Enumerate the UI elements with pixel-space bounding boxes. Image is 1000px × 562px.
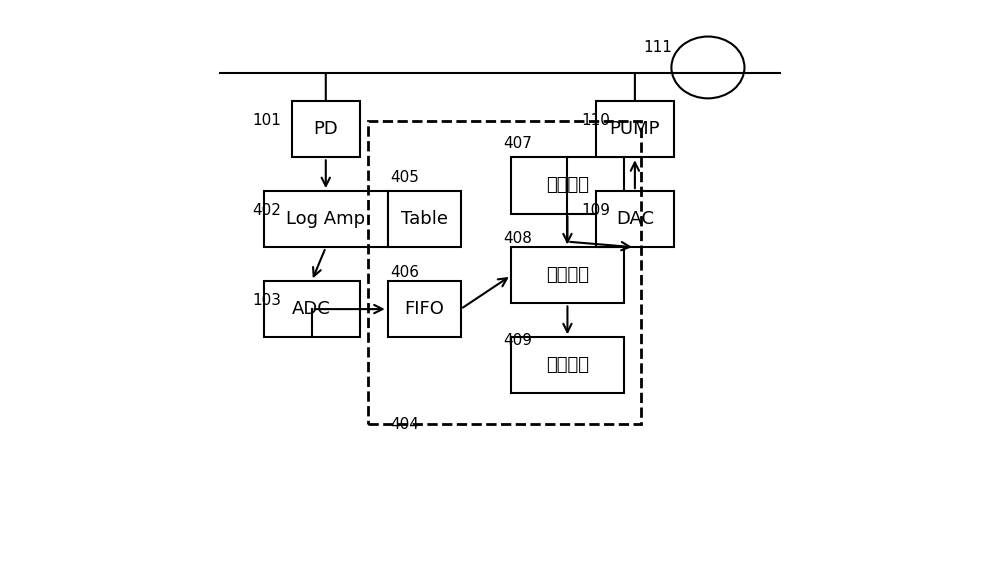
Text: 111: 111 [643,40,672,55]
Text: Log Amp: Log Amp [286,210,365,228]
FancyBboxPatch shape [264,281,360,337]
FancyBboxPatch shape [388,191,461,247]
Text: 109: 109 [581,203,610,218]
Text: 101: 101 [253,114,282,128]
Text: FIFO: FIFO [404,300,444,318]
FancyBboxPatch shape [292,101,360,157]
FancyBboxPatch shape [596,191,674,247]
Text: DAC: DAC [616,210,654,228]
Text: 402: 402 [253,203,282,218]
FancyBboxPatch shape [511,157,624,214]
FancyBboxPatch shape [596,101,674,157]
Text: 预调阶段: 预调阶段 [546,266,589,284]
Text: 405: 405 [390,170,419,184]
Text: 408: 408 [503,232,532,246]
Text: 406: 406 [390,265,419,280]
Text: 404: 404 [390,417,419,432]
FancyBboxPatch shape [264,191,388,247]
Text: ADC: ADC [292,300,331,318]
FancyBboxPatch shape [511,247,624,303]
Text: PD: PD [313,120,338,138]
FancyBboxPatch shape [511,337,624,393]
Text: Table: Table [401,210,448,228]
Text: 110: 110 [581,114,610,128]
Text: PUMP: PUMP [610,120,660,138]
FancyBboxPatch shape [388,281,461,337]
Text: 407: 407 [503,136,532,151]
Text: 409: 409 [503,333,532,347]
Text: 过调阶段: 过调阶段 [546,356,589,374]
Text: 正常阶段: 正常阶段 [546,176,589,194]
Text: 103: 103 [253,293,282,308]
